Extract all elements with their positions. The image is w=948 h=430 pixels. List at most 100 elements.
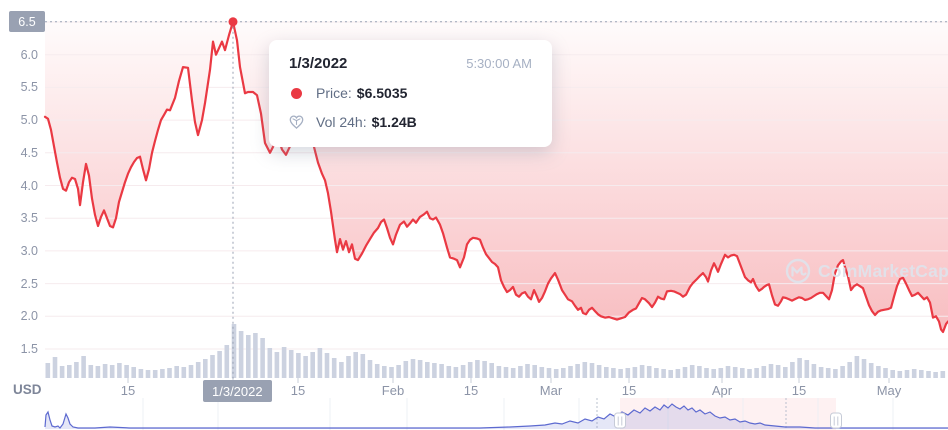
volume-bar (95, 366, 101, 378)
volume-bar (482, 361, 487, 378)
volume-bar (460, 365, 466, 378)
volume-bar (446, 366, 452, 378)
volume-bar (611, 368, 616, 378)
tooltip-time: 5:30:00 AM (466, 56, 532, 71)
volume-bar (167, 368, 172, 378)
volume-bar (911, 369, 917, 378)
volume-bar (224, 345, 230, 378)
volume-bar (632, 367, 638, 378)
volume-bar (425, 362, 430, 378)
volume-bar (933, 372, 938, 378)
volume-bar (890, 370, 895, 378)
volume-bar (367, 360, 373, 378)
navigator-handle-right[interactable] (830, 412, 842, 429)
volume-bar (797, 358, 802, 378)
tooltip-price-row: Price: $6.5035 (289, 85, 532, 101)
volume-bar (790, 362, 795, 378)
volume-bar (754, 368, 759, 378)
volume-bar (67, 365, 72, 378)
volume-bar (260, 338, 265, 378)
volume-bar (926, 371, 931, 378)
volume-bar (532, 365, 537, 378)
y-axis-label: 6.0 (20, 47, 38, 62)
volume-bar (339, 362, 344, 378)
heart-diamond-icon (289, 115, 304, 129)
volume-bar (124, 365, 129, 378)
volume-bar (203, 359, 208, 378)
volume-bar (296, 353, 301, 378)
volume-bar (88, 365, 94, 378)
volume-bar (231, 324, 237, 378)
tooltip-date: 1/3/2022 (289, 55, 348, 72)
volume-bar (718, 368, 724, 378)
volume-bar (768, 364, 774, 378)
volume-bar (697, 366, 702, 378)
volume-bar (288, 350, 294, 378)
y-axis-label: 3.5 (20, 211, 38, 226)
volume-bar (195, 362, 201, 378)
volume-bar (138, 369, 144, 378)
volume-bar (704, 368, 709, 378)
y-axis-label: 2.0 (20, 309, 38, 324)
volume-bar (439, 364, 444, 378)
volume-bar (510, 368, 516, 378)
volume-bar (489, 363, 494, 378)
volume-bar (589, 363, 595, 378)
navigator-selection-region[interactable] (620, 398, 836, 430)
volume-bar (854, 356, 860, 378)
y-axis-label: 4.5 (20, 145, 38, 160)
volume-bar (152, 370, 158, 378)
x-axis-label: May (876, 383, 902, 398)
volume-bar (575, 364, 580, 378)
volume-bar (432, 363, 437, 378)
volume-bar (546, 368, 552, 378)
tooltip-volume-label: Vol 24h: (316, 114, 367, 130)
volume-bar (331, 358, 337, 378)
x-axis-label: 15 (621, 383, 637, 398)
volume-bar (267, 348, 273, 378)
volume-bar (453, 367, 459, 378)
volume-bar (833, 369, 838, 378)
volume-bar (847, 362, 852, 378)
volume-bar (646, 366, 652, 378)
crosshair-marker-dot (228, 17, 238, 27)
volume-bar (181, 367, 187, 378)
volume-bar (210, 355, 215, 378)
volume-bar (160, 369, 165, 378)
volume-bar (668, 370, 673, 378)
volume-bar (525, 364, 530, 378)
volume-bar (503, 367, 509, 378)
volume-bar (188, 365, 194, 378)
volume-bar (539, 367, 545, 378)
volume-bar (374, 364, 380, 378)
volume-bar (883, 368, 888, 378)
volume-bar (740, 368, 745, 378)
volume-bar (876, 366, 881, 378)
x-axis-label: Feb (381, 383, 405, 398)
volume-bar (747, 369, 752, 378)
volume-bar (868, 363, 874, 378)
volume-bar (661, 369, 666, 378)
volume-bar (109, 365, 115, 378)
volume-bar (303, 356, 308, 378)
navigator-handle-left[interactable] (614, 412, 626, 429)
volume-bar (59, 366, 65, 378)
volume-bar (682, 367, 688, 378)
volume-bar (174, 366, 179, 378)
volume-bar (360, 354, 366, 378)
price-dot-icon (289, 86, 304, 100)
volume-bar (675, 369, 681, 378)
volume-bar (117, 363, 122, 378)
volume-bar (475, 360, 480, 378)
volume-bar (310, 352, 315, 378)
x-axis-label: 15 (463, 383, 479, 398)
x-axis-label: 15 (120, 383, 136, 398)
y-axis-label: 4.0 (20, 178, 38, 193)
y-axis-label: 5.5 (20, 80, 38, 95)
chart-tooltip: 1/3/2022 5:30:00 AM Price: $6.5035 Vol 2… (269, 40, 552, 147)
volume-bar (145, 370, 151, 378)
volume-bar (253, 333, 258, 378)
volume-bar (553, 369, 559, 378)
volume-bar (582, 362, 588, 378)
